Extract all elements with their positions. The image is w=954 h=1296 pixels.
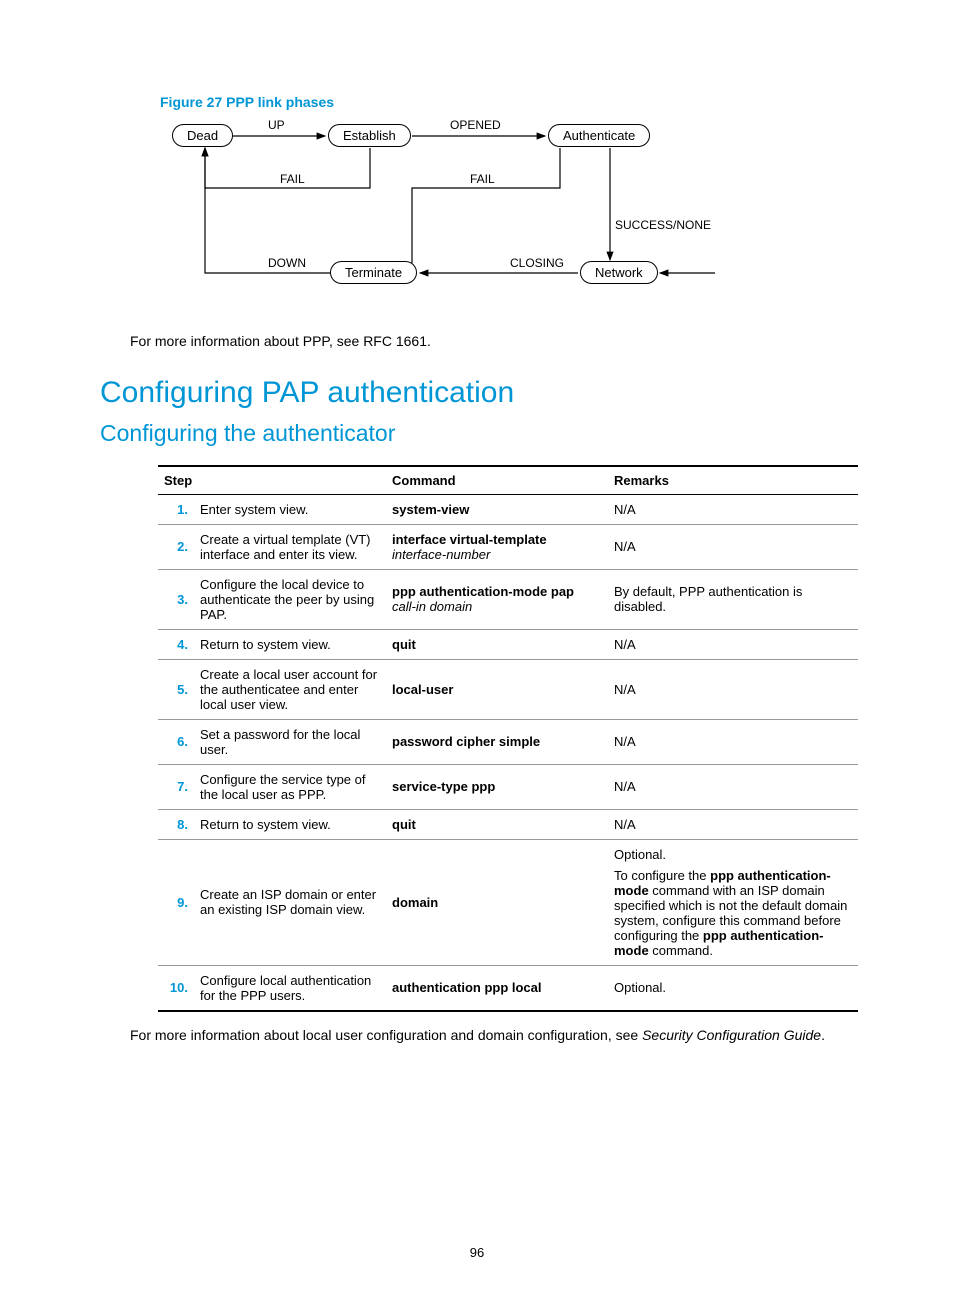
step-text: Create an ISP domain or enter an existin…	[194, 839, 386, 965]
table-row: 6.Set a password for the local user.pass…	[158, 719, 858, 764]
th-step: Step	[158, 466, 386, 495]
table-row: 7.Configure the service type of the loca…	[158, 764, 858, 809]
steps-table: Step Command Remarks 1.Enter system view…	[158, 465, 858, 1012]
table-header-row: Step Command Remarks	[158, 466, 858, 495]
step-text: Create a local user account for the auth…	[194, 659, 386, 719]
remarks-text: N/A	[608, 764, 858, 809]
th-remarks: Remarks	[608, 466, 858, 495]
para-after-figure: For more information about PPP, see RFC …	[130, 332, 854, 352]
node-dead: Dead	[172, 124, 233, 147]
ppp-phases-diagram: Dead Establish Authenticate Terminate Ne…	[160, 118, 740, 318]
table-row: 4.Return to system view.quitN/A	[158, 629, 858, 659]
table-row: 2.Create a virtual template (VT) interfa…	[158, 524, 858, 569]
step-text: Return to system view.	[194, 629, 386, 659]
step-number: 8.	[158, 809, 194, 839]
figure-caption: Figure 27 PPP link phases	[160, 94, 854, 110]
page: Figure 27 PPP link phases	[0, 0, 954, 1296]
step-number: 2.	[158, 524, 194, 569]
edge-label-up: UP	[268, 118, 285, 132]
step-number: 6.	[158, 719, 194, 764]
table-row: 1.Enter system view.system-viewN/A	[158, 494, 858, 524]
remarks-text: By default, PPP authentication is disabl…	[608, 569, 858, 629]
node-authenticate: Authenticate	[548, 124, 650, 147]
command-text: quit	[386, 629, 608, 659]
heading-h1: Configuring PAP authentication	[100, 376, 854, 410]
command-text: password cipher simple	[386, 719, 608, 764]
para-after-table-em: Security Configuration Guide	[642, 1027, 821, 1043]
step-number: 10.	[158, 965, 194, 1011]
command-text: local-user	[386, 659, 608, 719]
edge-label-fail1: FAIL	[280, 172, 305, 186]
step-number: 7.	[158, 764, 194, 809]
step-number: 1.	[158, 494, 194, 524]
remarks-text: N/A	[608, 524, 858, 569]
step-text: Set a password for the local user.	[194, 719, 386, 764]
table-row: 9.Create an ISP domain or enter an exist…	[158, 839, 858, 965]
step-text: Enter system view.	[194, 494, 386, 524]
node-network: Network	[580, 261, 658, 284]
step-text: Configure the service type of the local …	[194, 764, 386, 809]
command-text: quit	[386, 809, 608, 839]
edge-label-down: DOWN	[268, 256, 306, 270]
remarks-text: N/A	[608, 659, 858, 719]
step-text: Create a virtual template (VT) interface…	[194, 524, 386, 569]
edge-label-success: SUCCESS/NONE	[615, 218, 711, 232]
table-row: 8.Return to system view.quitN/A	[158, 809, 858, 839]
command-text: service-type ppp	[386, 764, 608, 809]
step-number: 5.	[158, 659, 194, 719]
edge-label-fail2: FAIL	[470, 172, 495, 186]
para-after-table-pre: For more information about local user co…	[130, 1027, 642, 1043]
command-text: domain	[386, 839, 608, 965]
table-row: 5.Create a local user account for the au…	[158, 659, 858, 719]
table-row: 10.Configure local authentication for th…	[158, 965, 858, 1011]
remarks-text: N/A	[608, 494, 858, 524]
command-text: ppp authentication-mode papcall-in domai…	[386, 569, 608, 629]
para-after-table: For more information about local user co…	[130, 1026, 854, 1046]
th-command: Command	[386, 466, 608, 495]
para-after-table-post: .	[821, 1027, 825, 1043]
edge-label-closing: CLOSING	[510, 256, 564, 270]
step-text: Configure local authentication for the P…	[194, 965, 386, 1011]
remarks-text: N/A	[608, 719, 858, 764]
table-row: 3.Configure the local device to authenti…	[158, 569, 858, 629]
step-number: 3.	[158, 569, 194, 629]
step-number: 4.	[158, 629, 194, 659]
remarks-text: N/A	[608, 629, 858, 659]
remarks-text: Optional.	[608, 965, 858, 1011]
command-text: system-view	[386, 494, 608, 524]
command-text: authentication ppp local	[386, 965, 608, 1011]
step-text: Return to system view.	[194, 809, 386, 839]
command-text: interface virtual-templateinterface-numb…	[386, 524, 608, 569]
heading-h2: Configuring the authenticator	[100, 420, 854, 447]
remarks-text: Optional.To configure the ppp authentica…	[608, 839, 858, 965]
step-number: 9.	[158, 839, 194, 965]
page-number: 96	[0, 1245, 954, 1260]
remarks-text: N/A	[608, 809, 858, 839]
step-text: Configure the local device to authentica…	[194, 569, 386, 629]
node-terminate: Terminate	[330, 261, 417, 284]
edge-label-opened: OPENED	[450, 118, 501, 132]
node-establish: Establish	[328, 124, 411, 147]
